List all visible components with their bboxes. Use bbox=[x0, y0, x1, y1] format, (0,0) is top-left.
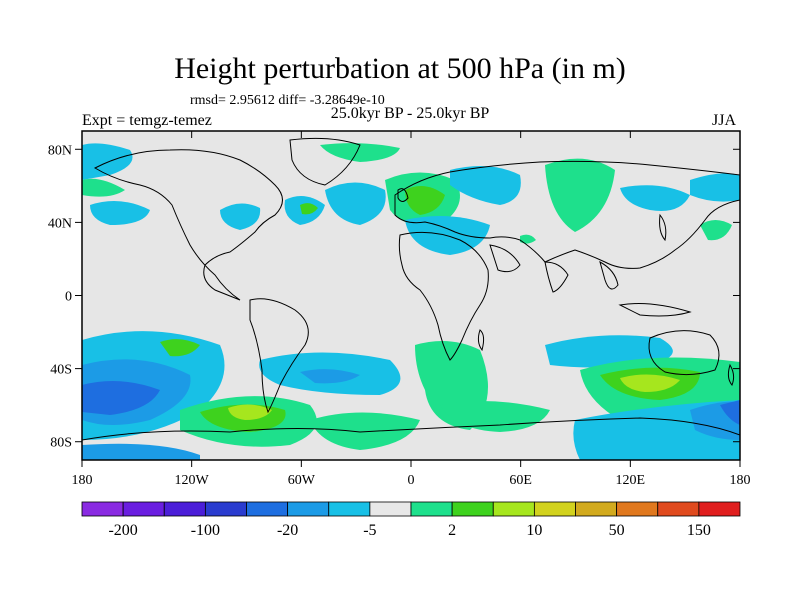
contour-region bbox=[620, 185, 690, 211]
contour-region bbox=[82, 443, 200, 460]
contour-region bbox=[220, 203, 261, 230]
contour-region bbox=[620, 374, 680, 392]
colorbar-label: 50 bbox=[609, 522, 625, 539]
plot-title: Height perturbation at 500 hPa (in m) bbox=[174, 52, 626, 85]
latitude-axis: 80N 40N 0 40S 80S bbox=[48, 143, 740, 451]
contour-region bbox=[325, 182, 386, 225]
colorbar-swatch bbox=[492, 501, 535, 517]
map-area bbox=[82, 131, 740, 460]
contour-region bbox=[450, 166, 521, 205]
lon-tick-label: 120W bbox=[175, 473, 210, 488]
colorbar-swatch bbox=[287, 501, 330, 517]
lat-tick-label: 40S bbox=[50, 363, 72, 378]
contour-region bbox=[440, 401, 550, 432]
coastline-japan bbox=[659, 213, 667, 242]
colorbar-swatch bbox=[122, 501, 165, 517]
colorbar-swatch bbox=[575, 501, 618, 517]
colorbar-swatch bbox=[163, 501, 206, 517]
coastline-indonesia bbox=[618, 303, 692, 317]
coastline-north-america bbox=[93, 149, 283, 301]
contour-region bbox=[300, 369, 360, 384]
stats-line: rmsd= 2.95612 diff= -3.28649e-10 bbox=[190, 93, 385, 108]
coastline-australia bbox=[648, 330, 720, 376]
colorbar-swatch bbox=[204, 501, 247, 517]
coastline-antarctica bbox=[82, 417, 740, 441]
colorbar-label: -5 bbox=[363, 522, 376, 539]
contour-region bbox=[520, 234, 536, 244]
lon-tick-label: 180 bbox=[730, 473, 751, 488]
coastline-south-america bbox=[249, 298, 309, 414]
lon-tick-label: 0 bbox=[408, 473, 415, 488]
coastline-africa bbox=[398, 231, 489, 361]
colorbar-swatch bbox=[698, 501, 741, 517]
contour-region bbox=[690, 173, 740, 202]
contour-region bbox=[82, 381, 160, 415]
coastline-eurasia bbox=[394, 160, 740, 269]
contour-region bbox=[82, 178, 125, 197]
colorbar-swatch bbox=[369, 501, 412, 517]
contour-region bbox=[545, 158, 615, 232]
colorbar-label: -200 bbox=[108, 522, 137, 539]
coastline-uk bbox=[397, 188, 409, 202]
colorbar-swatch bbox=[616, 501, 659, 517]
longitude-axis: 180 120W 60W 0 60E 120E 180 bbox=[72, 131, 751, 488]
colorbar-label: 150 bbox=[687, 522, 711, 539]
lat-tick-label: 80N bbox=[48, 143, 72, 158]
lat-tick-label: 80S bbox=[50, 436, 72, 451]
colorbar-swatch bbox=[451, 501, 494, 517]
contour-region bbox=[82, 143, 133, 180]
coastline-greenland bbox=[289, 137, 361, 186]
colorbar-swatch bbox=[533, 501, 576, 517]
lon-tick-label: 180 bbox=[72, 473, 93, 488]
lat-tick-label: 40N bbox=[48, 216, 72, 231]
contour-region bbox=[700, 220, 732, 241]
lon-tick-label: 60W bbox=[288, 473, 316, 488]
coastline-southeast-asia bbox=[599, 261, 619, 290]
lon-tick-label: 60E bbox=[509, 473, 532, 488]
season-label: JJA bbox=[712, 112, 737, 129]
colorbar-swatch bbox=[328, 501, 371, 517]
lon-tick-label: 120E bbox=[616, 473, 646, 488]
colorbar bbox=[81, 501, 741, 517]
contour-region bbox=[90, 201, 150, 225]
coastline-madagascar bbox=[477, 329, 485, 352]
colorbar-label: 2 bbox=[448, 522, 456, 539]
colorbar-label: 10 bbox=[526, 522, 542, 539]
contour-region bbox=[228, 404, 272, 420]
contour-region bbox=[720, 400, 740, 425]
lat-tick-label: 0 bbox=[65, 290, 72, 305]
colorbar-label: -100 bbox=[191, 522, 220, 539]
colorbar-labels: -200 -100 -20 -5 2 10 50 150 bbox=[108, 522, 710, 539]
coastline-arabia bbox=[489, 244, 521, 273]
contour-region bbox=[300, 203, 318, 215]
coastlines bbox=[82, 137, 740, 441]
contour-region bbox=[160, 339, 200, 357]
experiment-label: Expt = temgz-temez bbox=[82, 112, 212, 129]
colorbar-swatch bbox=[410, 501, 453, 517]
contour-region bbox=[405, 186, 445, 215]
colorbar-label: -20 bbox=[277, 522, 298, 539]
colorbar-swatch bbox=[81, 501, 124, 517]
contour-region bbox=[320, 143, 400, 162]
contour-field bbox=[82, 143, 740, 460]
coastline-india bbox=[544, 261, 569, 293]
colorbar-swatch bbox=[246, 501, 289, 517]
coastline-new-zealand bbox=[727, 363, 735, 386]
plot-subtitle: 25.0kyr BP - 25.0kyr BP bbox=[330, 105, 490, 122]
colorbar-swatch bbox=[657, 501, 700, 517]
